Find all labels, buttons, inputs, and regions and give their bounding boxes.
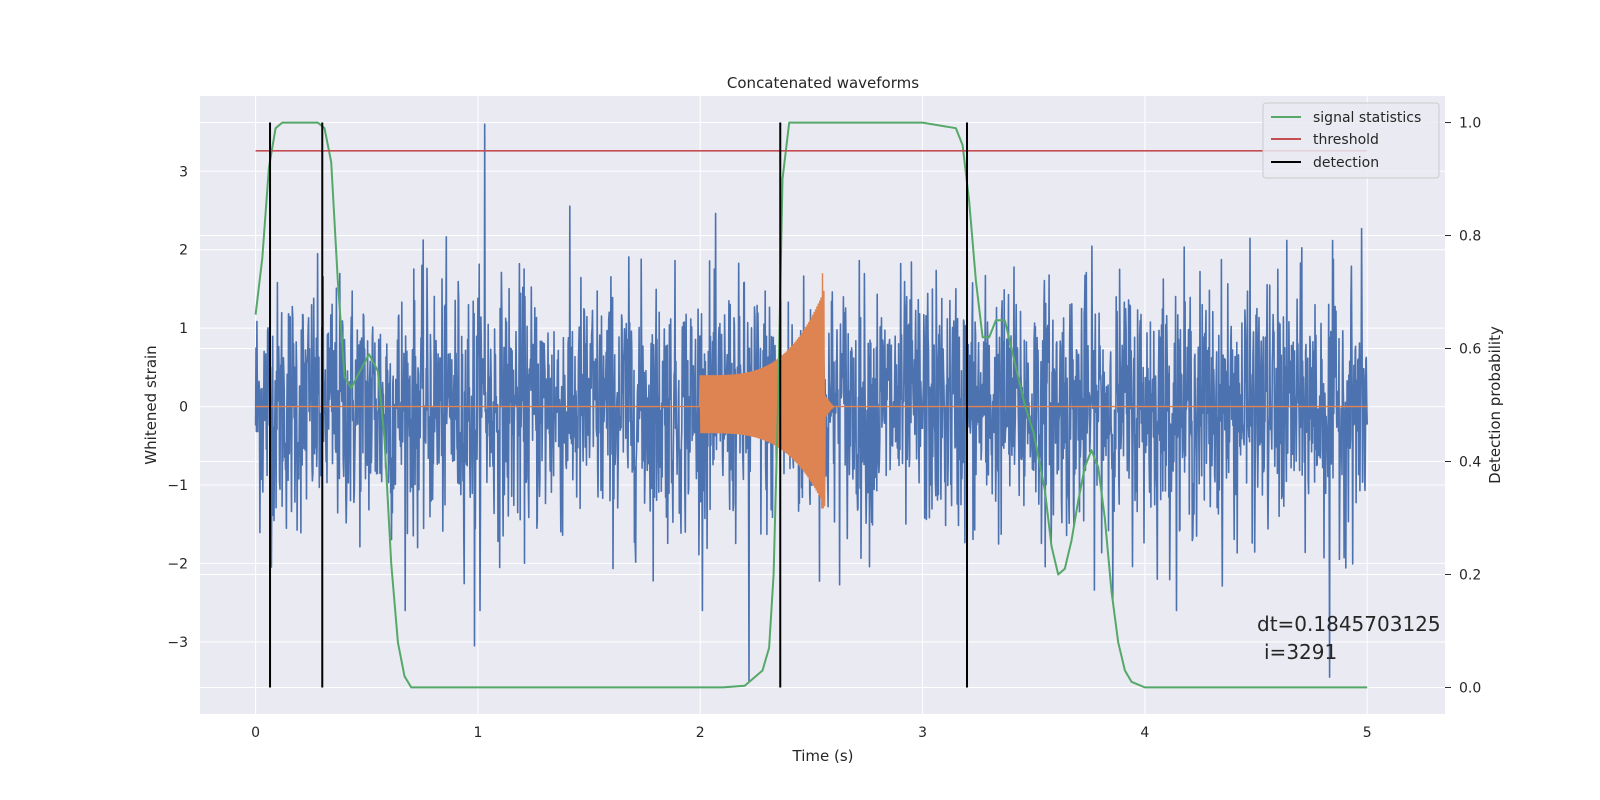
- y2-tick-label: 0.0: [1459, 680, 1481, 696]
- legend-label-threshold: threshold: [1313, 132, 1379, 148]
- y2-tick-label: 0.2: [1459, 567, 1481, 583]
- y2-tick-label: 1.0: [1459, 116, 1481, 132]
- y-axis-label: Whitened strain: [142, 345, 160, 464]
- x-tick-label: 0: [251, 725, 260, 741]
- legend: signal statistics threshold detection: [1262, 102, 1440, 179]
- injection-line: [255, 273, 1368, 509]
- legend-label-signal-statistics: signal statistics: [1313, 110, 1421, 126]
- x-tick-label: 1: [473, 725, 482, 741]
- y-tick-label: −2: [167, 556, 188, 572]
- legend-label-detection: detection: [1313, 155, 1379, 171]
- detection-series: [269, 122, 969, 688]
- axis-ticks: 0 1 2 3 4 5 −3 −2 −1 0 1 2 3 0.0 0.2 0.4 0.6 0.8 1.0: [167, 116, 1481, 741]
- x-tick-label: 4: [1140, 725, 1149, 741]
- y-tick-label: 0: [179, 400, 188, 416]
- x-tick-label: 3: [918, 725, 927, 741]
- y2-tick-label: 0.6: [1459, 342, 1481, 358]
- y-tick-label: −1: [167, 478, 188, 494]
- injection-series: [255, 273, 1368, 509]
- signal-statistics-line: [254, 121, 1368, 689]
- x-axis-label: Time (s): [792, 747, 854, 765]
- annotation-dt: dt=0.1845703125: [1257, 612, 1441, 636]
- y2-axis-label: Detection probability: [1486, 326, 1504, 484]
- x-tick-label: 2: [696, 725, 705, 741]
- y2-tick-label: 0.8: [1459, 229, 1481, 245]
- y-tick-label: 3: [179, 164, 188, 180]
- signal-statistics-series: [254, 121, 1368, 689]
- y-tick-label: 1: [179, 321, 188, 337]
- legend-box: [1262, 102, 1440, 179]
- y2-tick-label: 0.4: [1459, 454, 1481, 470]
- y-tick-label: −3: [167, 635, 188, 651]
- annotation-i: i=3291: [1264, 640, 1337, 664]
- chart-title: Concatenated waveforms: [727, 74, 919, 92]
- x-tick-label: 5: [1363, 725, 1372, 741]
- y-tick-label: 2: [179, 243, 188, 259]
